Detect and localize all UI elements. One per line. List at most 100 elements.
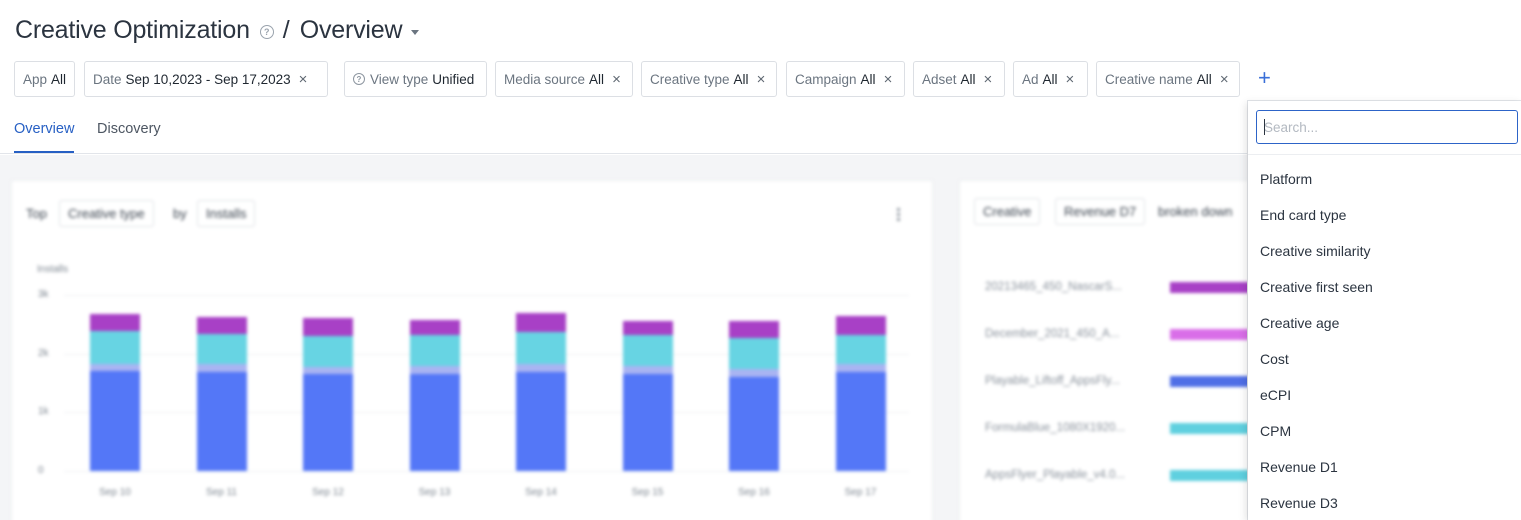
filter-value: Sep 10,2023 - Sep 17,2023 bbox=[125, 71, 291, 87]
close-icon[interactable]: × bbox=[1065, 70, 1075, 88]
bar-segment[interactable] bbox=[622, 320, 673, 336]
bar-segment[interactable] bbox=[303, 366, 353, 375]
filter-chip-app[interactable]: App All bbox=[14, 61, 75, 97]
filter-label: Adset bbox=[922, 71, 957, 87]
bar-segment[interactable] bbox=[835, 371, 886, 471]
filter-value: All bbox=[51, 71, 67, 87]
card-prefix: Top bbox=[26, 206, 47, 221]
filter-label: Date bbox=[93, 71, 122, 87]
bar-segment[interactable] bbox=[409, 365, 460, 374]
option-creative-first-seen[interactable]: Creative first seen bbox=[1260, 279, 1373, 295]
bar-segment[interactable] bbox=[516, 371, 566, 471]
bar-segment[interactable] bbox=[622, 335, 673, 366]
add-filter-dropdown: Platform End card type Creative similari… bbox=[1248, 101, 1521, 520]
close-icon[interactable]: × bbox=[983, 70, 993, 88]
option-creative-age[interactable]: Creative age bbox=[1260, 315, 1340, 331]
option-platform[interactable]: Platform bbox=[1260, 171, 1313, 187]
bar-segment[interactable] bbox=[622, 373, 673, 471]
x-tick-label: Sep 14 bbox=[525, 487, 557, 498]
broken-down-label: broken down bbox=[1158, 204, 1233, 219]
option-ecpi[interactable]: eCPI bbox=[1260, 387, 1292, 403]
bar-segment[interactable] bbox=[729, 376, 779, 471]
creative-row-label: AppsFlyer_Playable_v4.0... bbox=[985, 469, 1125, 481]
option-cost[interactable]: Cost bbox=[1260, 351, 1289, 367]
bar-segment[interactable] bbox=[516, 364, 566, 372]
filter-bar: App All Date Sep 10,2023 - Sep 17,2023 ×… bbox=[0, 61, 1290, 97]
filter-label: Media source bbox=[504, 71, 586, 87]
x-tick-label: Sep 16 bbox=[738, 487, 770, 498]
page-subtitle-overview[interactable]: Overview bbox=[299, 15, 403, 44]
dimension-select[interactable]: Creative type bbox=[59, 200, 154, 227]
add-filter-icon[interactable]: + bbox=[1258, 65, 1271, 90]
filter-chip-creative-name[interactable]: Creative name All × bbox=[1096, 61, 1240, 97]
creative-row-bar bbox=[1170, 282, 1260, 293]
breadcrumb-separator: / bbox=[282, 15, 290, 44]
close-icon[interactable]: × bbox=[298, 70, 308, 88]
chevron-down-icon[interactable] bbox=[411, 29, 420, 35]
bar-segment[interactable] bbox=[90, 371, 140, 471]
bar-segment[interactable] bbox=[729, 368, 779, 377]
filter-chip-creative-type[interactable]: Creative type All × bbox=[641, 61, 777, 97]
tab-overview[interactable]: Overview bbox=[14, 121, 75, 153]
search-input[interactable] bbox=[1257, 111, 1517, 143]
filter-chip-campaign[interactable]: Campaign All × bbox=[786, 61, 905, 97]
more-options-icon[interactable] bbox=[897, 208, 900, 223]
bar-segment[interactable] bbox=[196, 317, 247, 334]
page-header: Creative Optimization ? / Overview bbox=[15, 14, 420, 46]
x-tick-label: Sep 13 bbox=[418, 487, 451, 498]
bar-segment[interactable] bbox=[409, 319, 460, 336]
x-tick-label: Sep 15 bbox=[631, 487, 664, 498]
x-tick-label: Sep 12 bbox=[312, 487, 344, 498]
bar-segment[interactable] bbox=[303, 336, 353, 367]
y-axis-label: Installs bbox=[37, 264, 69, 275]
bar-segment[interactable] bbox=[90, 331, 140, 364]
revenue-metric-select[interactable]: Revenue D7 bbox=[1055, 198, 1146, 225]
page-title: Creative Optimization bbox=[15, 15, 250, 44]
bar-segment[interactable] bbox=[622, 365, 673, 374]
question-circle-icon[interactable]: ? bbox=[259, 24, 274, 39]
filter-chip-date[interactable]: Date Sep 10,2023 - Sep 17,2023 × bbox=[84, 61, 328, 97]
search-field-wrapper bbox=[1256, 110, 1518, 144]
bar-segment[interactable] bbox=[196, 371, 247, 471]
grid-line bbox=[64, 471, 909, 472]
bar-segment[interactable] bbox=[729, 320, 779, 339]
filter-value: All bbox=[860, 71, 876, 87]
filter-chip-media-source[interactable]: Media source All × bbox=[495, 61, 633, 97]
close-icon[interactable]: × bbox=[756, 70, 766, 88]
close-icon[interactable]: × bbox=[883, 70, 893, 88]
bar-segment[interactable] bbox=[409, 373, 460, 471]
close-icon[interactable]: × bbox=[612, 70, 621, 88]
filter-value: All bbox=[589, 71, 605, 87]
card-by-label: by bbox=[173, 206, 187, 221]
option-revenue-d1[interactable]: Revenue D1 bbox=[1260, 459, 1338, 475]
option-cpm[interactable]: CPM bbox=[1260, 423, 1292, 439]
metric-select[interactable]: Installs bbox=[197, 200, 256, 227]
bar-segment[interactable] bbox=[196, 333, 247, 365]
option-end-card-type[interactable]: End card type bbox=[1260, 207, 1347, 223]
bar-segment[interactable] bbox=[516, 331, 566, 365]
bar-segment[interactable] bbox=[729, 338, 779, 369]
bar-segment[interactable] bbox=[90, 363, 140, 372]
close-icon[interactable]: × bbox=[1219, 70, 1229, 88]
bar-segment[interactable] bbox=[303, 374, 353, 471]
bar-segment[interactable] bbox=[835, 316, 886, 335]
top-creative-type-card: Top Creative type by Installs Installs 0… bbox=[12, 181, 932, 520]
creative-select[interactable]: Creative bbox=[974, 198, 1041, 225]
bar-segment[interactable] bbox=[835, 364, 886, 372]
bar-segment[interactable] bbox=[303, 318, 353, 337]
bar-segment[interactable] bbox=[196, 364, 247, 372]
x-tick-label: Sep 11 bbox=[206, 487, 237, 498]
filter-label: App bbox=[23, 71, 48, 87]
bar-segment[interactable] bbox=[409, 335, 460, 366]
filter-value: All bbox=[1196, 71, 1212, 87]
bar-segment[interactable] bbox=[835, 334, 886, 365]
filter-chip-view-type[interactable]: ? View type Unified bbox=[344, 61, 487, 97]
option-revenue-d3[interactable]: Revenue D3 bbox=[1260, 495, 1338, 511]
filter-chip-adset[interactable]: Adset All × bbox=[913, 61, 1005, 97]
tab-discovery[interactable]: Discovery bbox=[97, 121, 161, 137]
bar-segment[interactable] bbox=[516, 312, 566, 332]
filter-chip-ad[interactable]: Ad All × bbox=[1013, 61, 1088, 97]
bar-segment[interactable] bbox=[90, 313, 140, 332]
creative-row-label: 20213465_450_NascarS... bbox=[985, 281, 1122, 293]
option-creative-similarity[interactable]: Creative similarity bbox=[1260, 243, 1371, 259]
